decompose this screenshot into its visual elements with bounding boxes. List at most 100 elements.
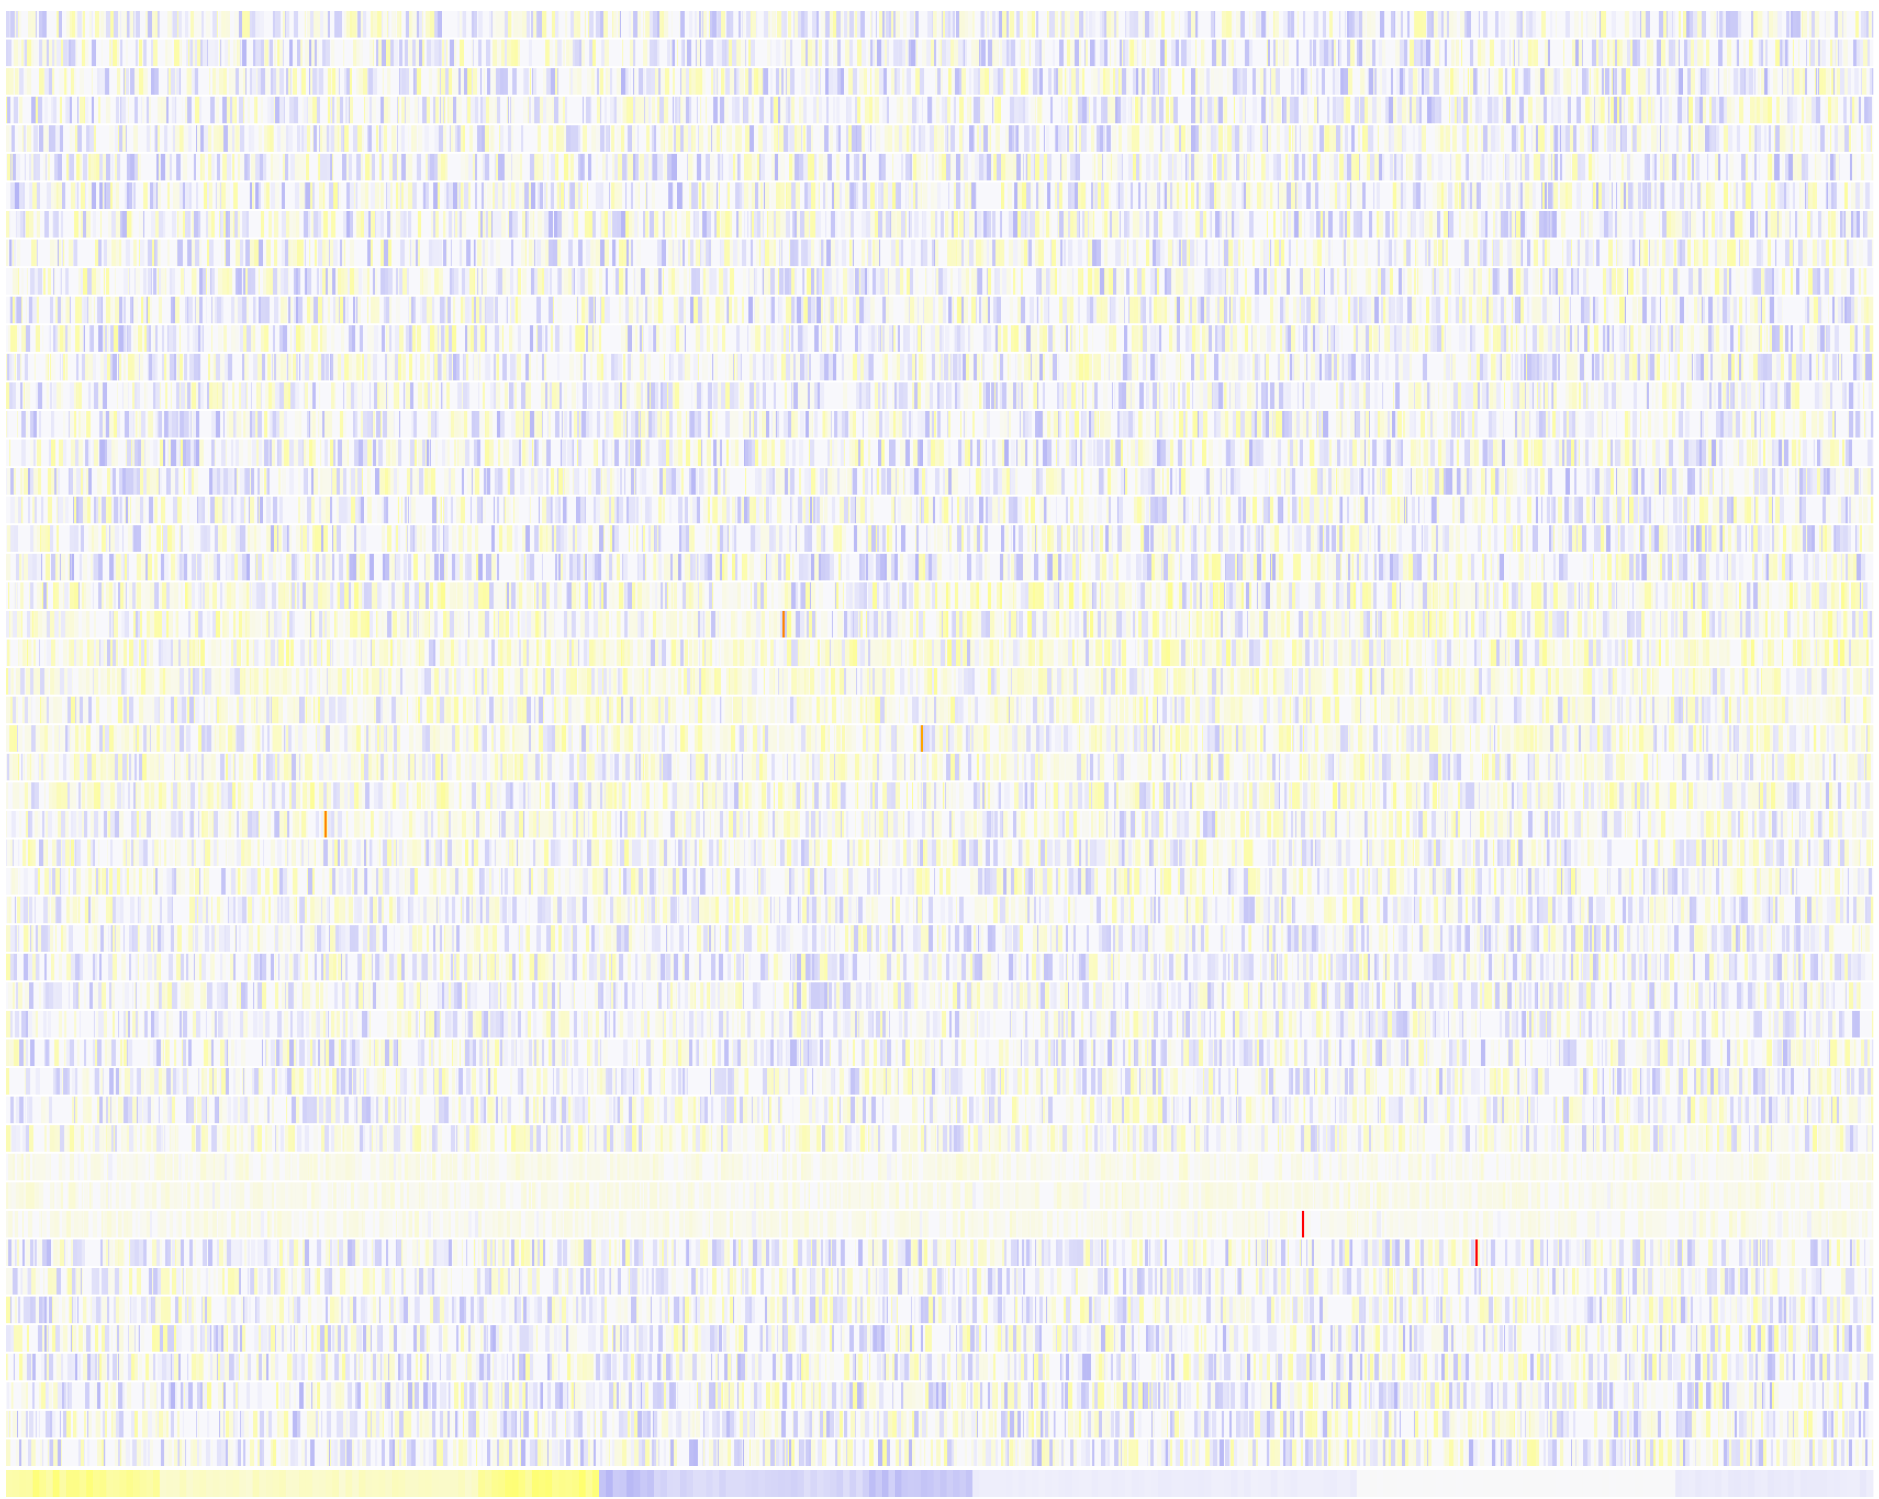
heatmap-cell	[543, 68, 547, 95]
heatmap-cell	[439, 40, 442, 67]
heatmap-cell	[1299, 40, 1302, 67]
heatmap-cell	[1142, 40, 1146, 67]
heatmap-cell	[1440, 40, 1445, 67]
heatmap-cell	[514, 40, 518, 67]
heatmap-cell	[1804, 97, 1807, 124]
heatmap-cell	[1512, 68, 1516, 95]
heatmap-cell	[1535, 68, 1539, 95]
heatmap-cell	[1042, 40, 1046, 67]
heatmap-cell	[406, 97, 411, 124]
heatmap-cell	[1294, 97, 1299, 124]
heatmap-cell	[346, 11, 349, 38]
heatmap-cell	[145, 11, 148, 38]
heatmap-cell	[1546, 11, 1549, 38]
heatmap-cell	[771, 11, 776, 38]
heatmap-cell	[1325, 68, 1329, 95]
heatmap-cell	[709, 97, 714, 124]
heatmap-cell	[1641, 11, 1646, 38]
heatmap-cell	[315, 40, 318, 67]
heatmap-cell	[967, 97, 971, 124]
heatmap-cell	[512, 68, 517, 95]
heatmap-cell	[1327, 97, 1330, 124]
heatmap-cell	[1572, 68, 1577, 95]
heatmap-cell	[1470, 68, 1474, 95]
heatmap-cell	[230, 40, 234, 67]
heatmap-cell	[1123, 97, 1127, 124]
heatmap-cell	[435, 97, 439, 124]
heatmap-cell	[621, 11, 626, 38]
heatmap-cell	[801, 68, 806, 95]
heatmap-cell	[1010, 97, 1015, 124]
heatmap-cell	[1727, 40, 1732, 67]
heatmap-cell	[1263, 68, 1266, 95]
heatmap-cell	[281, 11, 284, 38]
heatmap-cell	[1410, 97, 1413, 124]
heatmap-cell	[1299, 11, 1304, 38]
heatmap-cell	[645, 97, 649, 124]
heatmap-cell	[18, 40, 22, 67]
heatmap-cell	[836, 97, 840, 124]
heatmap-cell	[1240, 68, 1243, 95]
heatmap-cell	[323, 68, 328, 95]
heatmap-cell	[1011, 40, 1016, 67]
heatmap-cell	[1114, 11, 1117, 38]
heatmap-cell	[1333, 97, 1337, 124]
heatmap-cell	[1016, 11, 1020, 38]
heatmap-cell	[54, 68, 58, 95]
heatmap-cell	[1089, 11, 1093, 38]
heatmap-cell	[936, 40, 939, 67]
heatmap-cell	[252, 11, 256, 38]
heatmap-cell	[366, 40, 370, 67]
heatmap-cell	[1663, 11, 1667, 38]
heatmap-cell	[1689, 97, 1694, 124]
heatmap-cell	[1227, 97, 1231, 124]
heatmap-cell	[875, 68, 879, 95]
heatmap-cell	[456, 40, 459, 67]
heatmap-cell	[792, 40, 797, 67]
heatmap-cell	[1408, 68, 1413, 95]
heatmap-cell	[870, 40, 873, 67]
heatmap-cell	[900, 11, 904, 38]
heatmap-cell	[1560, 68, 1564, 95]
heatmap-cell	[541, 68, 544, 95]
heatmap-cell	[501, 40, 505, 67]
heatmap-cell	[1652, 97, 1655, 124]
heatmap-cell	[1231, 97, 1235, 124]
heatmap-cell	[130, 11, 134, 38]
heatmap-cell	[1288, 68, 1292, 95]
heatmap-cell	[149, 97, 152, 124]
heatmap-cell	[1175, 68, 1179, 95]
heatmap-cell	[989, 97, 993, 124]
heatmap-cell	[1374, 68, 1377, 95]
heatmap-cell	[1296, 40, 1299, 67]
heatmap-cell	[350, 11, 353, 38]
heatmap-cell	[47, 40, 50, 67]
heatmap-cell	[458, 68, 461, 95]
heatmap-cell	[424, 40, 427, 67]
heatmap-cell	[273, 68, 277, 95]
heatmap-cell	[1048, 68, 1052, 95]
heatmap-cell	[931, 40, 935, 67]
heatmap-cell	[1086, 40, 1089, 67]
heatmap-cell	[1129, 68, 1133, 95]
heatmap-cell	[920, 68, 925, 95]
heatmap-cell	[1423, 11, 1427, 38]
heatmap-cell	[1088, 40, 1091, 67]
heatmap-cell	[1482, 97, 1485, 124]
heatmap-cell	[363, 68, 368, 95]
heatmap-cell	[744, 97, 749, 124]
heatmap-cell	[1445, 40, 1448, 67]
heatmap-cell	[902, 68, 905, 95]
heatmap-cell	[1681, 11, 1684, 38]
heatmap-cell	[32, 68, 37, 95]
heatmap-cell	[853, 68, 858, 95]
heatmap-cell	[891, 68, 895, 95]
heatmap-cell	[191, 40, 194, 67]
heatmap-cell	[1092, 11, 1096, 38]
heatmap-cell	[1515, 68, 1519, 95]
heatmap-cell	[1855, 11, 1859, 38]
heatmap-cell	[924, 40, 927, 67]
heatmap-cell	[1432, 97, 1436, 124]
heatmap-cell	[1328, 68, 1333, 95]
heatmap-cell	[289, 40, 293, 67]
